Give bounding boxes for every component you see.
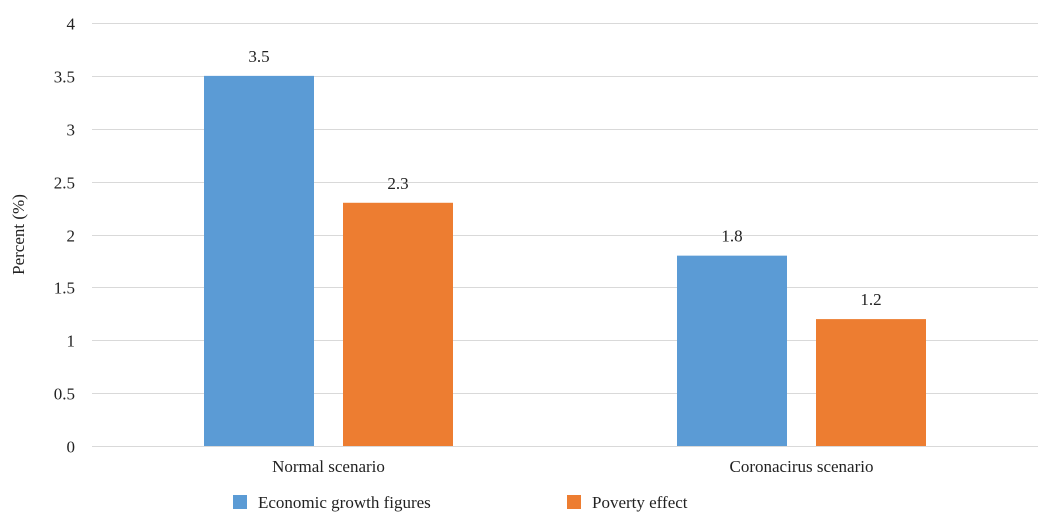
legend-label: Poverty effect — [592, 493, 688, 512]
data-label: 1.8 — [721, 227, 742, 246]
x-axis-category-labels: Normal scenario Coronacirus scenario — [272, 457, 873, 476]
y-tick-label: 1 — [67, 332, 76, 351]
y-tick-label: 1.5 — [54, 279, 75, 298]
y-axis-tick-labels: 0 0.5 1 1.5 2 2.5 3 3.5 4 — [54, 15, 76, 457]
bar-economic-growth — [677, 255, 787, 446]
x-category-label: Normal scenario — [272, 457, 385, 476]
y-tick-label: 3 — [67, 121, 76, 140]
y-tick-label: 4 — [67, 15, 76, 34]
legend-swatch — [567, 495, 581, 509]
x-category-label: Coronacirus scenario — [730, 457, 874, 476]
bars — [204, 75, 926, 446]
bar-poverty-effect — [343, 202, 453, 446]
data-label: 3.5 — [248, 47, 269, 66]
legend-label: Economic growth figures — [258, 493, 431, 512]
y-tick-label: 2 — [67, 227, 76, 246]
data-label: 1.2 — [860, 290, 881, 309]
y-tick-label: 0.5 — [54, 385, 75, 404]
legend: Economic growth figures Poverty effect — [233, 493, 688, 512]
y-tick-label: 2.5 — [54, 174, 75, 193]
y-tick-label: 0 — [67, 438, 76, 457]
data-label: 2.3 — [387, 174, 408, 193]
bar-economic-growth — [204, 75, 314, 446]
y-tick-label: 3.5 — [54, 68, 75, 87]
legend-swatch — [233, 495, 247, 509]
bar-poverty-effect — [816, 319, 926, 446]
y-axis-title: Percent (%) — [9, 194, 28, 275]
data-labels: 3.5 2.3 1.8 1.2 — [248, 47, 881, 309]
